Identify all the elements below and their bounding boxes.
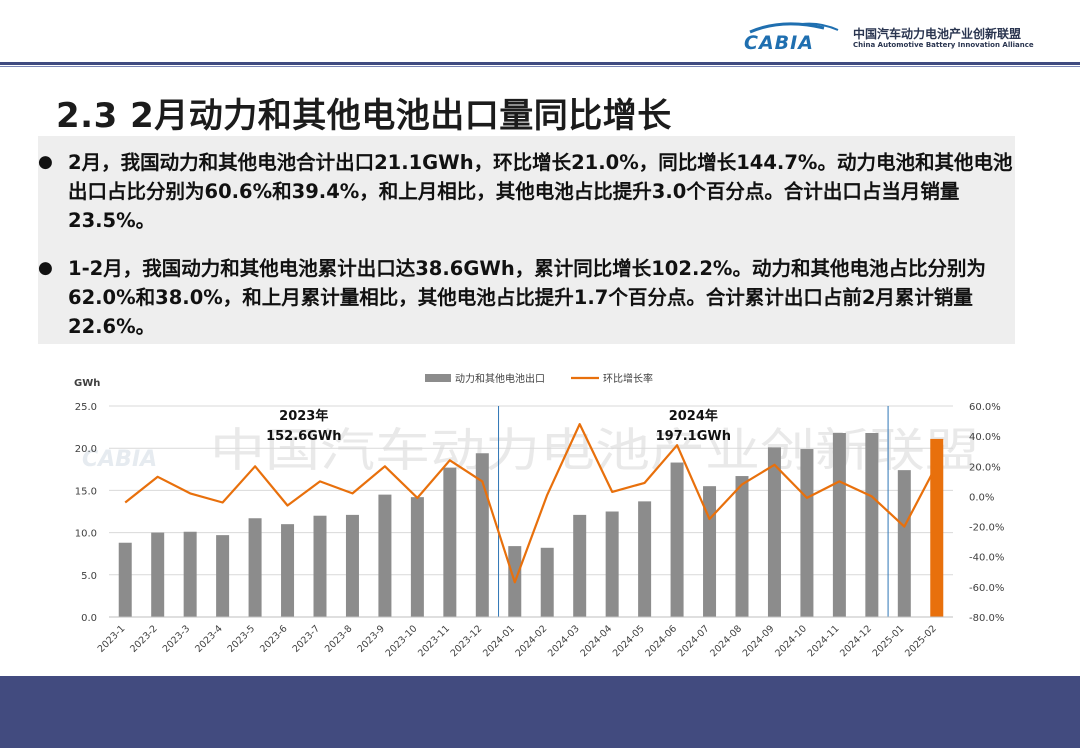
header-divider-thin xyxy=(0,66,1080,67)
y2-tick-label: 40.0% xyxy=(969,432,1001,443)
y2-tick-label: 0.0% xyxy=(969,492,994,503)
bar xyxy=(605,511,619,617)
year-label: 2023年 xyxy=(279,408,328,424)
x-tick-label: 2023-12 xyxy=(449,623,485,659)
bar xyxy=(800,449,814,617)
x-tick-label: 2023-10 xyxy=(384,623,420,659)
x-tick-label: 2024-07 xyxy=(676,623,712,659)
y-tick-label: 20.0 xyxy=(75,444,97,455)
watermark-text: 中国汽车动力电池产业创新联盟 xyxy=(210,423,980,477)
cabia-logo: CABIA xyxy=(744,22,839,52)
legend-swatch-bar xyxy=(425,374,451,382)
bullet-text: 1-2月，我国动力和其他电池累计出口达38.6GWh，累计同比增长102.2%。… xyxy=(68,257,986,338)
bar xyxy=(410,497,424,617)
bar xyxy=(735,476,749,617)
year-total: 197.1GWh xyxy=(656,429,731,444)
x-tick-label: 2024-09 xyxy=(741,623,777,659)
org-name-en: China Automotive Battery Innovation Alli… xyxy=(853,41,1034,49)
x-tick-label: 2023-4 xyxy=(193,623,225,655)
x-tick-label: 2024-05 xyxy=(611,623,647,659)
x-tick-label: 2023-2 xyxy=(128,623,160,655)
header-divider xyxy=(0,62,1080,65)
bar xyxy=(378,494,392,617)
x-tick-label: 2024-02 xyxy=(513,623,549,659)
bar xyxy=(670,462,684,617)
bar xyxy=(865,433,879,617)
y-tick-label: 15.0 xyxy=(75,486,97,497)
x-tick-label: 2023-1 xyxy=(96,623,128,655)
y-tick-label: 0.0 xyxy=(81,613,97,624)
legend-label-bar: 动力和其他电池出口 xyxy=(455,372,545,385)
watermark: CABIA 中国汽车动力电池产业创新联盟 xyxy=(82,423,980,477)
y2-tick-label: -60.0% xyxy=(969,583,1004,594)
slide-header: CABIA 中国汽车动力电池产业创新联盟 China Automotive Ba… xyxy=(0,0,1080,67)
line-series xyxy=(124,422,938,584)
y2-tick-label: 20.0% xyxy=(969,462,1001,473)
year-label: 2024年 xyxy=(669,408,718,424)
legend-label-line: 环比增长率 xyxy=(603,372,653,385)
x-tick-label: 2024-11 xyxy=(806,623,842,659)
bullet-text: 2月，我国动力和其他电池合计出口21.1GWh，环比增长21.0%，同比增长14… xyxy=(68,151,1013,232)
bullet-item: ● 2月，我国动力和其他电池合计出口21.1GWh，环比增长21.0%，同比增长… xyxy=(38,148,1018,235)
bar xyxy=(897,470,911,617)
slide-footer xyxy=(0,676,1080,748)
x-tick-label: 2023-8 xyxy=(323,623,355,655)
watermark-logo: CABIA xyxy=(82,447,157,472)
bullet-icon: ● xyxy=(38,258,53,278)
slide-title: 2.3 2月动力和其他电池出口量同比增长 xyxy=(56,96,672,136)
bar xyxy=(443,467,457,617)
bar xyxy=(248,518,262,617)
bar xyxy=(767,447,781,617)
y2-tick-label: 60.0% xyxy=(969,402,1001,413)
x-tick-label: 2024-01 xyxy=(481,623,517,659)
bar xyxy=(281,524,295,617)
logo-text: CABIA xyxy=(744,32,814,52)
bar xyxy=(183,531,197,617)
y-axis-unit: GWh xyxy=(74,378,100,389)
bar xyxy=(345,514,359,617)
bar xyxy=(118,542,132,617)
x-tick-label: 2023-5 xyxy=(226,623,258,655)
bar xyxy=(930,438,944,617)
x-tick-label: 2024-04 xyxy=(578,623,614,659)
x-tick-label: 2024-06 xyxy=(643,623,679,659)
y2-tick-label: -20.0% xyxy=(969,523,1004,534)
x-tick-label: 2023-6 xyxy=(258,623,290,655)
bar xyxy=(638,501,652,617)
bullet-icon: ● xyxy=(38,152,53,172)
x-tick-label: 2024-03 xyxy=(546,623,582,659)
y-tick-label: 5.0 xyxy=(81,571,97,582)
growth-rate-line xyxy=(124,422,938,584)
x-tick-label: 2024-12 xyxy=(838,623,874,659)
x-tick-label: 2023-11 xyxy=(416,623,452,659)
export-chart: CABIA 中国汽车动力电池产业创新联盟 25.0 20.0 15.0 10.0 5.0… xyxy=(74,372,1004,659)
x-tick-label: 2025-01 xyxy=(871,623,907,659)
summary-box: ● 2月，我国动力和其他电池合计出口21.1GWh，环比增长21.0%，同比增长… xyxy=(38,136,1015,344)
y-tick-label: 10.0 xyxy=(75,529,97,540)
x-tick-label: 2024-10 xyxy=(773,623,809,659)
x-tick-label: 2023-7 xyxy=(291,623,323,655)
bars xyxy=(118,433,944,617)
y-tick-label: 25.0 xyxy=(75,402,97,413)
x-tick-label: 2023-3 xyxy=(161,623,193,655)
bullet-item: ● 1-2月，我国动力和其他电池累计出口达38.6GWh，累计同比增长102.2… xyxy=(38,254,1018,341)
x-tick-label: 2025-02 xyxy=(903,623,939,659)
legend: 动力和其他电池出口 环比增长率 xyxy=(425,372,653,385)
bar xyxy=(703,486,717,617)
bar xyxy=(832,433,846,617)
x-tick-label: 2024-08 xyxy=(708,623,744,659)
org-name-cn: 中国汽车动力电池产业创新联盟 xyxy=(853,27,1022,41)
year-total: 152.6GWh xyxy=(266,429,341,444)
bar xyxy=(151,532,165,617)
bar xyxy=(216,535,230,617)
y2-tick-label: -40.0% xyxy=(969,553,1004,564)
x-tick-label: 2023-9 xyxy=(355,623,387,655)
bar xyxy=(540,547,554,617)
bar xyxy=(313,515,327,617)
bar xyxy=(573,514,587,617)
y2-tick-label: -80.0% xyxy=(969,613,1004,624)
annotations: 2023年 152.6GWh 2024年 197.1GWh xyxy=(266,408,731,444)
